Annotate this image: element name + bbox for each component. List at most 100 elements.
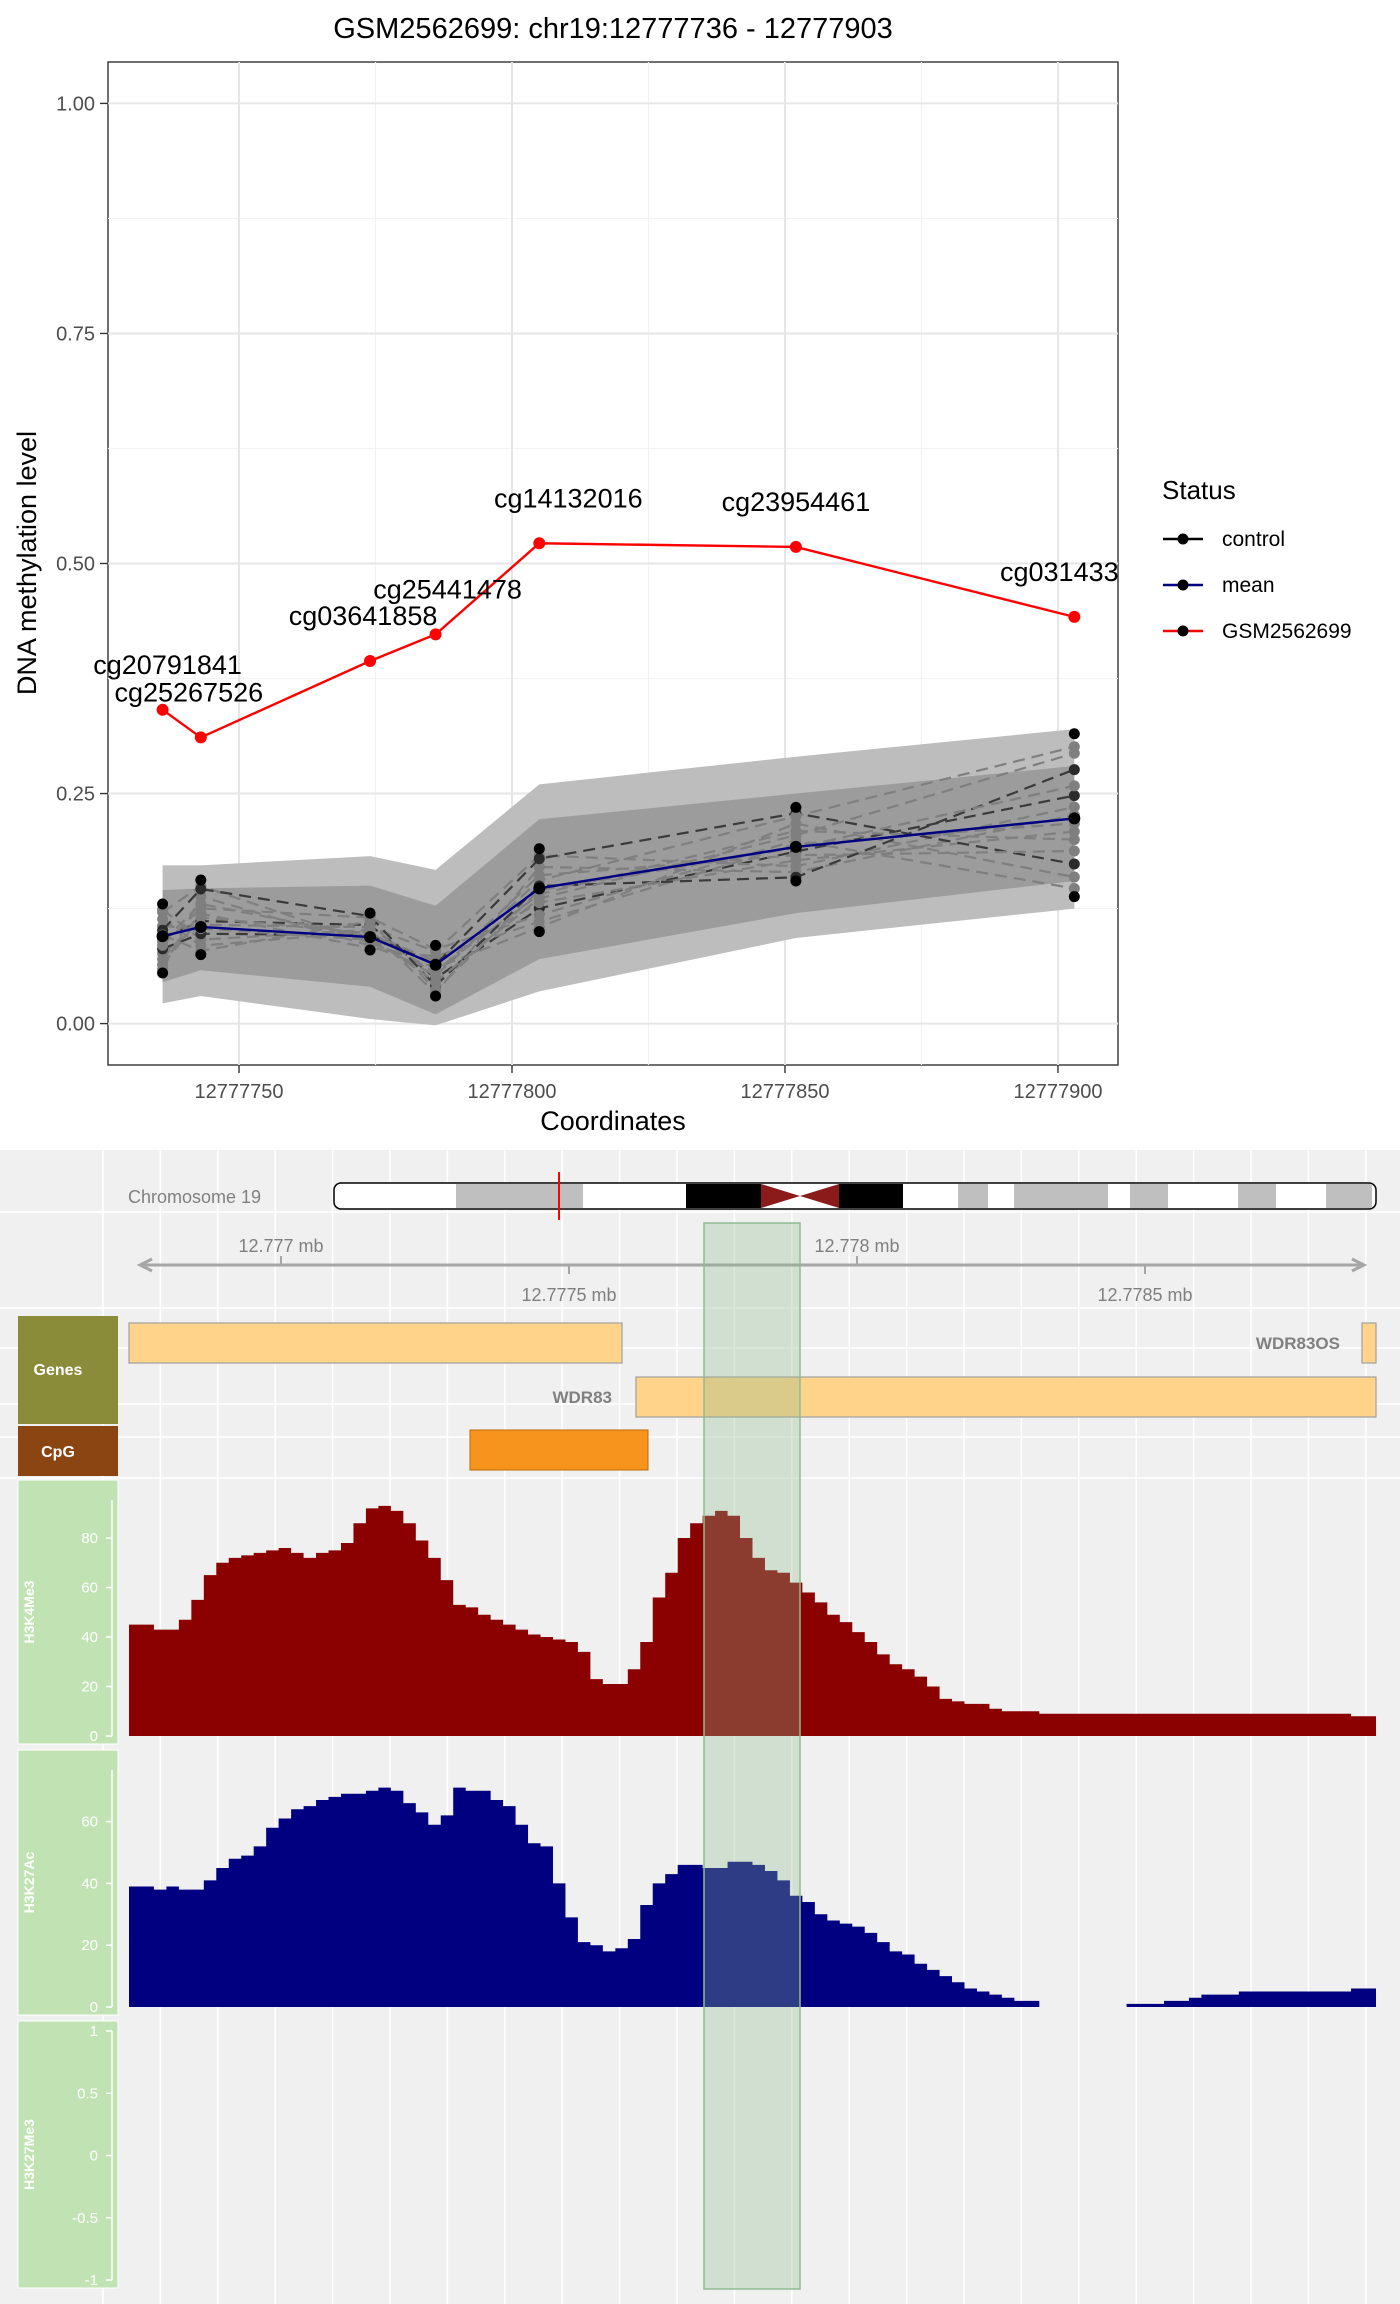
legend-key-point [1177, 625, 1189, 637]
series-point-gsm2562699 [789, 540, 802, 553]
control-point [157, 898, 169, 910]
control-point [533, 909, 545, 921]
control-point [195, 902, 207, 914]
summary-series [156, 537, 1081, 971]
track-axis-label: 60 [81, 1814, 98, 1831]
control-point [195, 911, 207, 923]
y-tick-label: 0.50 [56, 554, 95, 576]
track-header-genes [18, 1316, 118, 1424]
control-point [533, 926, 545, 938]
genome-axis-arrow [1351, 1257, 1368, 1273]
control-point [533, 861, 545, 873]
series-point-mean [1068, 812, 1081, 825]
series-point-gsm2562699 [1068, 610, 1081, 623]
control-point [195, 949, 207, 961]
series-point-mean [429, 958, 442, 971]
gene-feature [128, 1322, 623, 1364]
track-title-genes: Genes [34, 1362, 83, 1379]
gene-feature-wdr83os [1361, 1322, 1377, 1364]
control-point [1068, 764, 1080, 776]
chromosome-band [1014, 1184, 1108, 1208]
x-tick-label: 12777800 [468, 1081, 557, 1103]
chromosome-label: Chromosome 19 [128, 1187, 261, 1207]
probe-label: cg03641858 [289, 601, 438, 631]
control-point [1068, 780, 1080, 792]
centromere [800, 1184, 839, 1208]
chromosome-band [839, 1184, 903, 1208]
legend-label: control [1222, 528, 1285, 551]
control-point [157, 939, 169, 951]
genome-tick-label: 12.777 mb [238, 1236, 323, 1256]
probe-label: cg25267526 [114, 677, 263, 707]
methylation-chart: GSM2562699: chr19:12777736 - 12777903 cg… [12, 13, 1352, 1136]
legend-label: GSM2562699 [1222, 620, 1352, 643]
track-axis-label: 40 [81, 1875, 98, 1892]
track-axis-label: 0 [90, 1999, 98, 2016]
series-point-mean [156, 930, 169, 943]
control-point [1068, 825, 1080, 837]
control-point [533, 853, 545, 865]
chromosome-band [456, 1184, 583, 1208]
track-title-h3k27ac: H3K27Ac [21, 1852, 37, 1914]
control-point [1068, 871, 1080, 883]
control-point [430, 976, 442, 988]
probe-label: cg25441478 [373, 574, 522, 604]
control-point [790, 810, 802, 822]
series-point-mean [789, 840, 802, 853]
gene-label-wdr83: WDR83 [552, 1388, 612, 1407]
control-point [533, 892, 545, 904]
highlight-region [703, 1222, 801, 2290]
legend-key-point [1177, 533, 1189, 545]
control-point [790, 801, 802, 813]
axes: 0.00 0.25 0.50 0.75 1.00 12777750 12777800 1277… [56, 93, 1102, 1103]
chromosome-band [1326, 1184, 1372, 1208]
series-point-mean [533, 882, 546, 895]
x-tick-label: 12777850 [740, 1081, 829, 1103]
track-axis-label: 20 [81, 1937, 98, 1954]
y-axis-label: DNA methylation level [12, 431, 42, 695]
control-point [364, 944, 376, 956]
series-point-mean [194, 920, 207, 933]
track-axis-label: 80 [81, 1530, 98, 1547]
series-point-gsm2562699 [533, 537, 546, 550]
probe-label: cg20791841 [93, 650, 242, 680]
y-tick-label: 0.75 [56, 323, 95, 345]
probe-label: cg14132016 [494, 483, 643, 513]
histogram-h3k4me3 [129, 1505, 1376, 1736]
control-point [1068, 882, 1080, 894]
track-axis-label: 0 [90, 1728, 98, 1745]
control-point [1068, 728, 1080, 740]
y-tick-label: 0.25 [56, 784, 95, 806]
chromosome-band [686, 1184, 761, 1208]
genome-axis-arrow [136, 1257, 153, 1273]
gene-label-wdr83os: WDR83OS [1256, 1334, 1340, 1353]
control-point [790, 875, 802, 887]
track-axis-label: -0.5 [72, 2210, 98, 2227]
track-title-cpg: CpG [41, 1444, 75, 1461]
genome-track-panel: Chromosome 19 12.777 mb 12.778 mb 12.7775 … [0, 1150, 1400, 2304]
chromosome-ideogram: Chromosome 19 [128, 1172, 1377, 1220]
cpg-island [469, 1429, 649, 1471]
control-point [430, 939, 442, 951]
track-title-h3k27me3: H3K27Me3 [21, 2119, 37, 2190]
control-point [195, 883, 207, 895]
control-point [195, 874, 207, 886]
y-tick-label: 0.00 [56, 1014, 95, 1036]
track-header-h3k27me3 [17, 2020, 119, 2289]
control-point [1068, 834, 1080, 846]
control-point [1068, 801, 1080, 813]
probe-label: cg031433 [1000, 557, 1119, 587]
genome-tick-label: 12.778 mb [814, 1236, 899, 1256]
gene-feature-wdr83 [635, 1376, 1377, 1418]
control-point [1068, 891, 1080, 903]
control-point [430, 990, 442, 1002]
control-point [1068, 845, 1080, 857]
control-point [533, 843, 545, 855]
legend-label: mean [1222, 574, 1275, 597]
series-point-gsm2562699 [429, 628, 442, 641]
probe-label: cg23954461 [722, 487, 871, 517]
chart-title: GSM2562699: chr19:12777736 - 12777903 [333, 13, 893, 45]
track-axis-label: 0 [90, 2148, 98, 2165]
centromere [761, 1184, 800, 1208]
